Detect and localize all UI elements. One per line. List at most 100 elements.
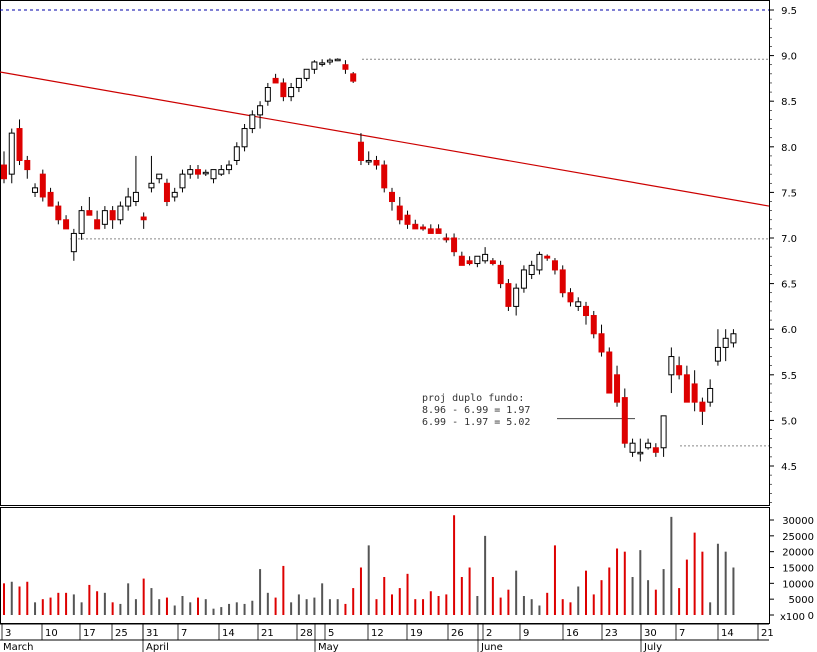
candle xyxy=(420,224,427,231)
candle xyxy=(575,297,582,311)
candle xyxy=(489,258,496,266)
date-tick-label: 10 xyxy=(45,628,58,639)
candle xyxy=(536,251,543,275)
volume-tick-label: 25000 xyxy=(782,532,814,543)
annotation-line-2: 8.96 - 6.99 = 1.97 xyxy=(422,405,530,416)
candle xyxy=(326,58,333,65)
candle xyxy=(381,160,388,193)
candle xyxy=(86,196,93,216)
candle xyxy=(70,228,77,261)
volume-tick-label: 0 xyxy=(808,611,814,622)
date-tick-label: 25 xyxy=(115,628,128,639)
volume-tick-label: 30000 xyxy=(782,516,814,527)
volume-axis: 30000 25000 20000 15000 10000 5000 0 xyxy=(769,516,814,622)
date-tick-label: 14 xyxy=(222,628,235,639)
price-tick-label: 6.0 xyxy=(781,325,797,336)
date-tick-label: 7 xyxy=(181,628,187,639)
candle xyxy=(350,72,357,83)
candle xyxy=(691,370,698,412)
date-tick-label: 5 xyxy=(328,628,334,639)
price-tick-label: 9.0 xyxy=(781,52,797,63)
candle xyxy=(668,347,675,394)
candle xyxy=(373,155,380,170)
candle xyxy=(482,247,489,264)
candle xyxy=(466,256,473,266)
candle xyxy=(32,183,39,197)
date-tick-label: 26 xyxy=(451,628,464,639)
month-label: March xyxy=(3,642,33,652)
reference-lines xyxy=(0,9,770,447)
date-tick-label: 31 xyxy=(146,628,159,639)
candle xyxy=(272,73,279,84)
candle xyxy=(63,215,70,230)
candle xyxy=(389,187,395,211)
candle xyxy=(226,160,233,175)
candle xyxy=(676,356,683,380)
candle xyxy=(474,255,481,268)
volume-multiplier-label: x100 xyxy=(780,612,805,623)
candle xyxy=(427,224,434,234)
date-axis: 3 10 17 25 31 7 14 21 28 5 12 19 26 2 9 16 23 30 7 14 21 Marc… xyxy=(0,623,774,652)
annotation-line-1: proj duplo fundo: xyxy=(422,393,524,404)
candle xyxy=(396,196,403,225)
candle xyxy=(179,169,186,193)
candlesticks xyxy=(1,58,737,462)
candle xyxy=(39,169,46,202)
candle xyxy=(1,151,7,184)
price-tick-label: 4.5 xyxy=(781,462,797,473)
candle xyxy=(78,206,85,240)
candle xyxy=(458,251,465,266)
candle xyxy=(699,397,706,425)
candle xyxy=(528,260,535,280)
candle xyxy=(567,288,574,307)
candle xyxy=(652,443,659,457)
candle xyxy=(148,155,155,193)
candle xyxy=(629,438,636,457)
candle xyxy=(288,82,295,102)
candle xyxy=(357,133,364,166)
candle xyxy=(233,142,240,166)
volume-tick-label: 15000 xyxy=(782,564,814,575)
candle xyxy=(722,329,729,362)
candle xyxy=(319,59,326,67)
date-tick-label: 21 xyxy=(261,628,274,639)
candle xyxy=(598,324,605,357)
candle xyxy=(334,58,341,62)
date-tick-label: 17 xyxy=(83,628,96,639)
date-tick-label: 14 xyxy=(721,628,734,639)
candle xyxy=(497,260,504,289)
candle xyxy=(435,224,442,234)
price-tick-label: 8.5 xyxy=(781,97,797,108)
date-tick-label: 21 xyxy=(761,628,774,639)
candle xyxy=(264,82,271,106)
candle xyxy=(513,283,520,316)
candle xyxy=(156,173,163,184)
candle xyxy=(544,254,551,261)
candle xyxy=(303,68,310,82)
date-tick-label: 2 xyxy=(486,628,492,639)
candle xyxy=(218,165,225,176)
candle xyxy=(132,155,139,207)
candle xyxy=(140,212,147,229)
month-label: July xyxy=(643,642,662,652)
candle xyxy=(520,265,527,293)
candle xyxy=(451,233,458,257)
candle xyxy=(443,233,450,243)
candle xyxy=(16,119,23,166)
price-tick-label: 8.0 xyxy=(781,143,797,154)
downtrend-line xyxy=(0,71,770,207)
volume-tick-label: 10000 xyxy=(782,579,814,590)
candle xyxy=(94,210,101,230)
month-label: June xyxy=(480,642,503,652)
candle xyxy=(606,347,613,394)
candle xyxy=(730,329,737,348)
candle xyxy=(101,206,108,229)
date-tick-label: 19 xyxy=(410,628,423,639)
price-axis: 9.5 9.0 8.5 8.0 7.5 7.0 6.5 6.0 5.5 5.0 4.5 xyxy=(769,6,797,503)
candle xyxy=(714,329,721,366)
candle xyxy=(311,60,318,74)
annotation-line-3: 6.99 - 1.97 = 5.02 xyxy=(422,417,530,428)
price-tick-label: 7.0 xyxy=(781,234,797,245)
candle xyxy=(55,201,62,225)
